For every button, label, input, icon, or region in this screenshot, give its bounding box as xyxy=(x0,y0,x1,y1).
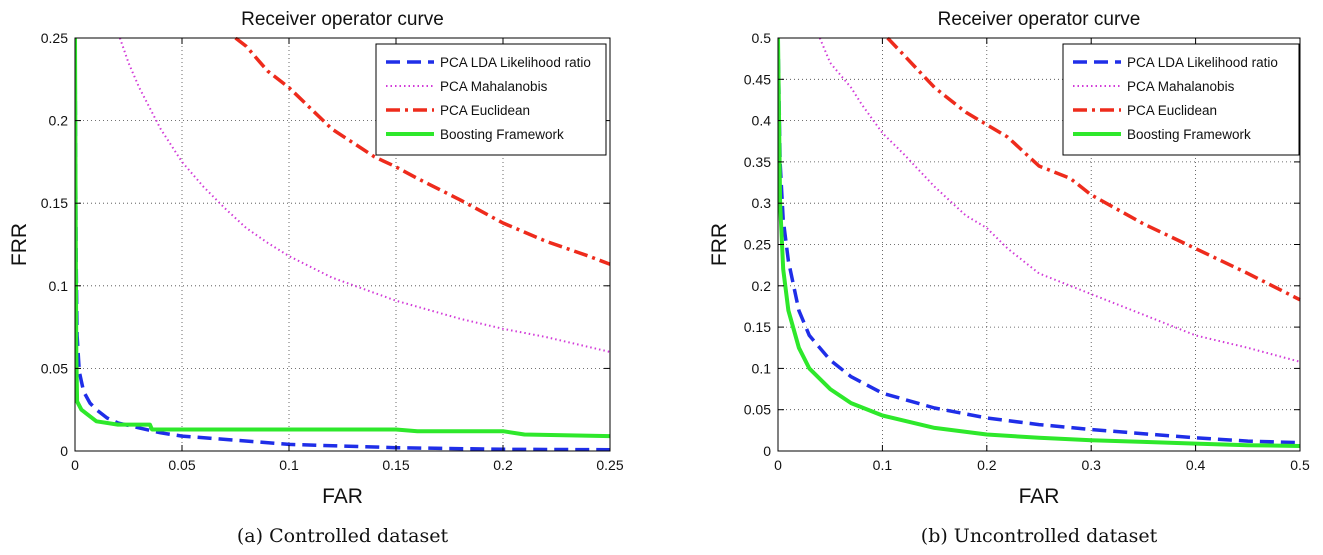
y-tick-label: 0.3 xyxy=(752,195,772,211)
y-tick-label: 0.2 xyxy=(752,278,772,294)
x-tick-label: 0 xyxy=(774,457,782,473)
chart-title: Receiver operator curve xyxy=(241,9,444,30)
y-tick-label: 0.15 xyxy=(744,319,771,335)
x-axis-label: FAR xyxy=(322,485,363,508)
x-tick-label: 0.3 xyxy=(1081,457,1101,473)
x-tick-label: 0.2 xyxy=(493,457,513,473)
legend-label: PCA LDA Likelihood ratio xyxy=(440,55,591,70)
x-tick-label: 0.15 xyxy=(382,457,409,473)
ticks: 0 0.1 0.2 0.3 0.4 0.5 0 0.05 0.1 0.15 0.2 0.25 0.3 0.… xyxy=(744,30,1310,473)
series-line-boosting-framework xyxy=(778,37,1301,448)
y-tick-label: 0.25 xyxy=(41,30,68,46)
series-line-pca-mahalanobis xyxy=(118,37,611,353)
y-tick-label: 0.05 xyxy=(41,360,68,376)
series-line-pca-euclidean xyxy=(234,37,611,266)
legend-label: PCA Euclidean xyxy=(440,103,530,118)
y-tick-label: 0.5 xyxy=(752,30,772,46)
legend: PCA LDA Likelihood ratio PCA Mahalanobis P… xyxy=(1062,43,1300,156)
y-tick-label: 0.45 xyxy=(744,71,771,87)
x-tick-label: 0.25 xyxy=(596,457,623,473)
series-line-boosting-framework xyxy=(75,37,611,439)
y-tick-label: 0.25 xyxy=(744,237,771,253)
x-tick-label: 0.4 xyxy=(1186,457,1206,473)
axes-frame xyxy=(74,37,611,452)
series-line-pca-lda-likelihood-ratio xyxy=(778,37,1301,445)
y-tick-label: 0 xyxy=(763,443,771,459)
legend-label: PCA Euclidean xyxy=(1127,103,1217,118)
y-tick-label: 0.1 xyxy=(49,278,69,294)
legend-label: PCA LDA Likelihood ratio xyxy=(1127,55,1278,70)
x-tick-label: 0.1 xyxy=(873,457,893,473)
y-tick-label: 0.4 xyxy=(752,113,772,129)
legend: PCA LDA Likelihood ratio PCA Mahalanobis P… xyxy=(375,43,607,156)
y-tick-label: 0.15 xyxy=(41,195,68,211)
figure-caption: (a) Controlled dataset xyxy=(237,525,449,547)
y-tick-label: 0.2 xyxy=(49,113,69,129)
x-tick-label: 0.2 xyxy=(977,457,997,473)
series-group xyxy=(75,37,611,451)
x-tick-label: 0.05 xyxy=(168,457,195,473)
legend-label: PCA Mahalanobis xyxy=(440,79,548,94)
series-line-pca-euclidean xyxy=(886,37,1301,302)
ticks: 0 0.05 0.1 0.15 0.2 0.25 0 0.05 0.1 0.15 0.2 0.25 xyxy=(41,30,624,473)
legend-label: Boosting Framework xyxy=(1127,127,1251,142)
legend-label: PCA Mahalanobis xyxy=(1127,79,1235,94)
figure-caption: (b) Uncontrolled dataset xyxy=(921,525,1158,547)
y-axis-label: FRR xyxy=(708,223,731,266)
y-axis-label: FRR xyxy=(8,223,31,266)
series-group xyxy=(778,37,1301,448)
legend-label: Boosting Framework xyxy=(440,127,564,142)
y-tick-label: 0.35 xyxy=(744,154,771,170)
x-tick-label: 0.1 xyxy=(279,457,299,473)
x-tick-label: 0.5 xyxy=(1290,457,1310,473)
y-tick-label: 0.1 xyxy=(752,360,772,376)
chart-title: Receiver operator curve xyxy=(938,9,1141,30)
y-tick-label: 0 xyxy=(60,443,68,459)
chart-controlled: Receiver operator curve 0 0.05 0.1 0.15 0.2 0.… xyxy=(8,9,624,547)
x-tick-label: 0 xyxy=(71,457,79,473)
y-tick-label: 0.05 xyxy=(744,402,771,418)
x-axis-label: FAR xyxy=(1019,485,1060,508)
